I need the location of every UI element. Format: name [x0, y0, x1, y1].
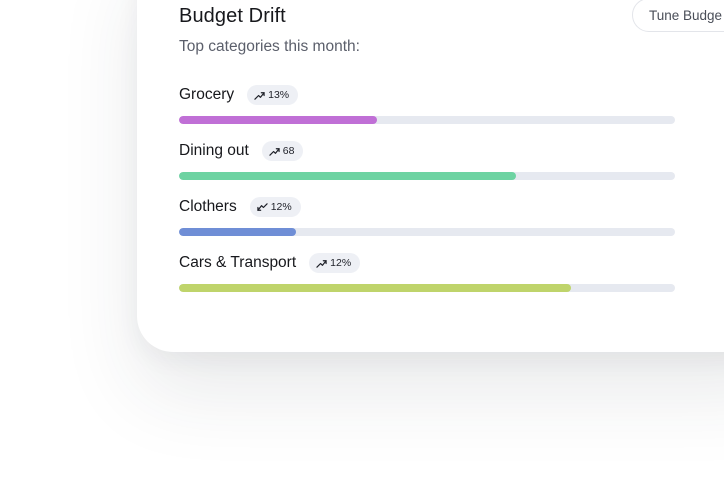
- trend-down-icon: [257, 202, 268, 211]
- trend-up-icon: [316, 259, 327, 268]
- progress-fill: [179, 228, 296, 236]
- progress-track: [179, 116, 675, 124]
- trend-up-icon: [269, 147, 280, 156]
- category-label: Clothers: [179, 198, 237, 215]
- progress-fill: [179, 172, 517, 180]
- category-row-grocery: Grocery 13%: [179, 84, 675, 124]
- progress-fill: [179, 284, 571, 292]
- category-label: Cars & Transport: [179, 254, 297, 271]
- trend-up-icon: [254, 91, 265, 100]
- change-badge: 68: [261, 141, 304, 161]
- card-title: Budget Drift: [179, 5, 286, 27]
- progress-track: [179, 172, 675, 180]
- change-badge: 13%: [247, 85, 299, 105]
- tune-budget-button[interactable]: Tune Budge: [632, 0, 724, 32]
- progress-track: [179, 284, 675, 292]
- category-row-dining-out: Dining out 68: [179, 140, 675, 180]
- change-value: 13%: [268, 89, 290, 101]
- card-subtitle: Top categories this month:: [179, 38, 360, 55]
- change-value: 68: [282, 145, 295, 157]
- change-badge: 12%: [309, 253, 361, 273]
- category-label: Dining out: [179, 142, 249, 159]
- change-value: 12%: [330, 257, 352, 269]
- progress-track: [179, 228, 675, 236]
- category-label: Grocery: [179, 86, 235, 103]
- category-row-clothers: Clothers 12%: [179, 196, 675, 236]
- change-badge: 12%: [249, 197, 301, 217]
- category-row-cars-transport: Cars & Transport 12%: [179, 252, 675, 292]
- change-value: 12%: [270, 201, 292, 213]
- progress-fill: [179, 116, 378, 124]
